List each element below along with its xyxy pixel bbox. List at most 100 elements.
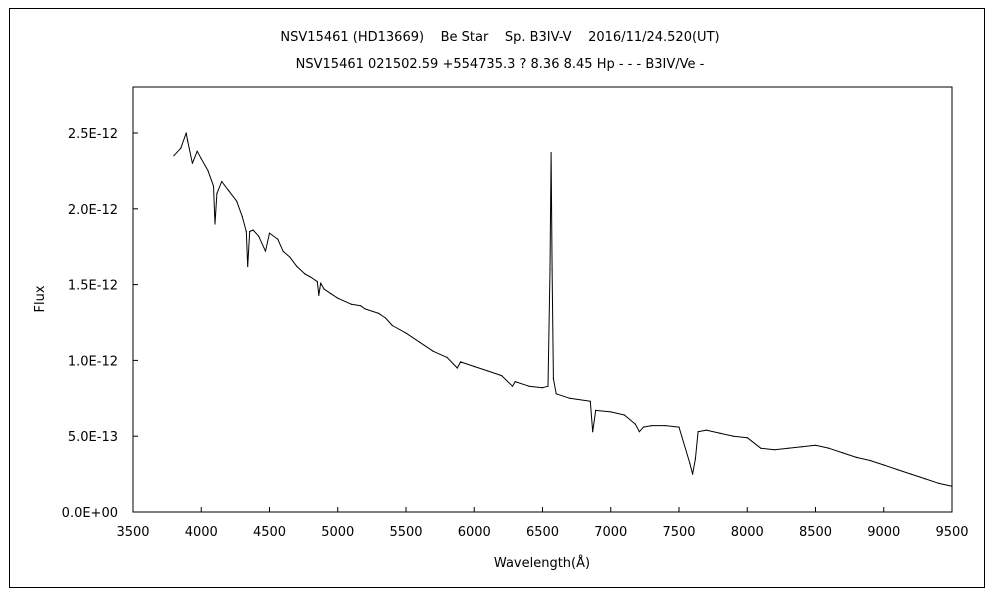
spectrum-point (937, 482, 939, 484)
spectrum-point (642, 426, 645, 428)
spectrum-point (289, 256, 291, 258)
spectrum-point (200, 158, 202, 160)
spectrum-point (869, 459, 871, 462)
spectrum-point (842, 452, 844, 454)
spectrum-point (207, 170, 209, 172)
x-tick-label: 7500 (662, 525, 695, 540)
spectrum-point (214, 223, 216, 225)
spectrum-point (951, 485, 953, 487)
spectrum-point (514, 381, 516, 383)
spectrum-point (296, 265, 298, 267)
y-axis-label: Flux (33, 285, 48, 312)
spectrum-point (264, 250, 267, 252)
x-axis: 3500 4000 4500 5000 5500 6000 6500 7000 7500 8000… (116, 507, 969, 540)
spectrum-line (173, 132, 953, 487)
spectrum-point (320, 282, 322, 284)
y-tick-label: 1.5E-12 (68, 279, 118, 294)
chart-title: NSV15461 (HD13669) Be Star Sp. B3IV-V 20… (280, 30, 719, 45)
spectrum-point (801, 446, 803, 448)
spectrum-point (487, 370, 489, 372)
x-axis-label: Wavelength(Å) (494, 555, 590, 571)
spectrum-point (705, 429, 707, 431)
spectrum-point (883, 464, 885, 466)
spectrum-point (249, 230, 251, 233)
spectrum-point (241, 215, 243, 217)
spectrum-point (664, 425, 667, 427)
spectrum-point (541, 387, 544, 389)
spectrum-point (760, 447, 762, 449)
x-tick-label: 3500 (116, 525, 149, 540)
spectrum-point (550, 152, 552, 154)
spectrum-point (216, 193, 218, 195)
spectrum-point (212, 185, 215, 187)
spectrum-point (501, 375, 503, 377)
spectrum-point (610, 411, 612, 413)
spectrum-point (221, 180, 223, 183)
spectrum-point (309, 276, 312, 278)
y-tick-label: 2.0E-12 (68, 203, 118, 218)
spectrum-point (337, 297, 339, 299)
spectrum-point (323, 288, 325, 290)
spectrum-point (456, 367, 458, 369)
spectrum-point (228, 190, 230, 192)
spectrum-point (589, 400, 591, 402)
spectrum-point (350, 303, 352, 305)
y-tick-label: 5.0E-13 (68, 430, 118, 445)
spectrum-point (364, 308, 366, 310)
y-axis: 0.0E+00 5.0E-13 1.0E-12 1.5E-12 2.0E-12 2.5E-… (62, 127, 138, 521)
x-tick-label: 9000 (867, 525, 900, 540)
spectrum-point (773, 449, 776, 451)
spectrum-point (692, 473, 694, 475)
spectrum-point (252, 229, 254, 231)
spectrum-point (569, 397, 571, 399)
x-tick-label: 4500 (253, 525, 286, 540)
spectrum-point (378, 312, 380, 314)
spectrum-point (330, 293, 332, 295)
spectrum-point (405, 332, 407, 334)
spectrum-point (924, 478, 926, 480)
spectrum-point (304, 273, 306, 275)
spectrum-point (896, 469, 899, 471)
spectrum-point (419, 341, 421, 343)
spectrum-point (528, 385, 530, 387)
spectrum-point (460, 361, 462, 363)
x-tick-label: 8500 (799, 525, 832, 540)
spectrum-point (549, 268, 551, 270)
spectrum-point (187, 140, 189, 142)
spectrum-point (623, 414, 626, 416)
x-tick-label: 6000 (458, 525, 491, 540)
x-tick-label: 6500 (526, 525, 559, 540)
spectrum-point (733, 435, 735, 437)
x-tick-label: 4000 (185, 525, 218, 540)
spectrum-point (595, 409, 597, 411)
spectrum-point (268, 232, 271, 234)
spectrum-point (180, 147, 182, 149)
spectrum-point (282, 250, 284, 252)
spectrum-point (678, 426, 680, 428)
spectrum-point (651, 425, 653, 427)
spectrum-point (787, 447, 789, 449)
spectrum-point (547, 385, 549, 387)
spectrum-point (697, 431, 699, 433)
spectrum-point (277, 238, 279, 240)
spectrum-point (446, 356, 448, 358)
spectrum-point (191, 162, 193, 164)
spectrum-point (173, 155, 175, 157)
chart-frame (9, 8, 985, 588)
spectrum-point (473, 365, 475, 368)
spectrum-point (552, 378, 555, 380)
x-tick-label: 7000 (594, 525, 627, 540)
y-tick-label: 0.0E+00 (62, 506, 118, 521)
spectrum-point (196, 150, 198, 152)
y-tick-label: 2.5E-12 (68, 127, 118, 142)
chart-subtitle: NSV15461 021502.59 +554735.3 ? 8.36 8.45… (296, 57, 705, 72)
spectrum-point (855, 456, 858, 458)
spectrum-point (694, 458, 697, 460)
spectrum-point (555, 393, 557, 395)
spectrum-point (318, 294, 320, 296)
series-layer (173, 132, 953, 487)
spectrum-point (391, 324, 393, 327)
x-tick-label: 5500 (389, 525, 422, 540)
spectrum-point (638, 431, 641, 433)
x-tick-label: 5000 (321, 525, 354, 540)
